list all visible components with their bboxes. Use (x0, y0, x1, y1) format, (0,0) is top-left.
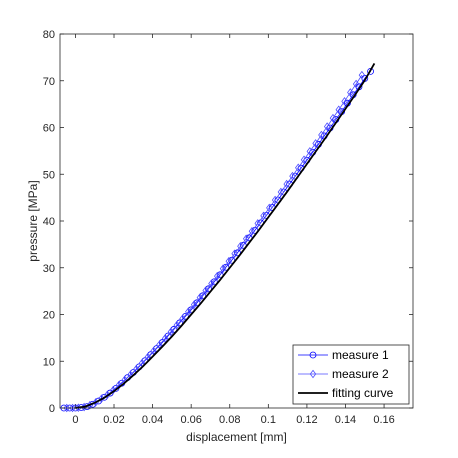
legend-label-measure-2: measure 2 (332, 367, 389, 381)
data-point-measure-2 (219, 264, 227, 273)
y-tick-label: 0 (49, 403, 55, 415)
series-fitting-curve (75, 63, 376, 409)
y-tick-label: 10 (43, 356, 55, 368)
data-point-measure-2 (289, 171, 296, 181)
y-tick-label: 80 (43, 29, 55, 41)
data-point-measure-1 (199, 292, 207, 300)
legend-label-fitting-curve: fitting curve (332, 386, 394, 400)
data-point-measure-2 (196, 293, 204, 302)
data-point-measure-1 (205, 285, 212, 293)
data-point-measure-2 (225, 256, 232, 266)
legend-marker-measure-1 (309, 351, 317, 359)
data-point-measure-1 (95, 397, 102, 405)
data-point-measure-2 (190, 300, 198, 309)
data-point-measure-2 (266, 203, 273, 213)
legend-label-measure-1: measure 1 (332, 348, 389, 362)
data-point-measure-2 (161, 334, 169, 343)
data-point-measure-2 (208, 279, 215, 288)
data-point-measure-2 (214, 271, 221, 281)
data-point-measure-2 (115, 380, 123, 390)
data-point-measure-2 (202, 286, 209, 295)
data-point-measure-2 (300, 155, 308, 165)
y-axis-ticks: 0 10 20 30 40 50 60 70 80 (43, 29, 413, 415)
data-point-measure-2 (179, 314, 186, 323)
y-tick-label: 30 (43, 263, 55, 275)
data-point-measure-2 (173, 320, 180, 330)
x-tick-label: 0.08 (219, 414, 240, 426)
data-point-measure-1 (222, 263, 230, 271)
legend-marker-measure-2 (309, 369, 317, 379)
data-point-measure-1 (100, 393, 108, 401)
data-point-measure-2 (306, 147, 314, 156)
data-point-measure-2 (167, 327, 175, 337)
x-tick-label: 0.06 (180, 414, 201, 426)
x-tick-label: 0.02 (103, 414, 124, 426)
data-point-measure-2 (185, 307, 192, 316)
data-point-measure-2 (260, 211, 267, 221)
data-point-measure-2 (312, 139, 319, 148)
y-tick-label: 20 (43, 310, 55, 322)
data-point-measure-2 (69, 403, 76, 413)
data-point-measure-2 (283, 179, 290, 189)
x-tick-label: 0.14 (335, 414, 356, 426)
data-point-measure-2 (231, 249, 238, 258)
data-point-measure-2 (254, 219, 261, 228)
data-point-measure-2 (63, 403, 70, 413)
x-tick-label: 0.1 (261, 414, 276, 426)
data-point-measure-2 (277, 187, 285, 197)
data-point-measure-2 (248, 227, 256, 236)
y-axis-label: pressure [MPa] (26, 180, 40, 261)
data-point-measure-1 (170, 326, 178, 333)
series-line-fitting-curve (75, 63, 376, 409)
data-point-measure-2 (352, 79, 360, 89)
x-tick-label: 0.12 (296, 414, 317, 426)
data-point-measure-2 (109, 385, 117, 395)
y-tick-label: 50 (43, 169, 55, 181)
data-point-measure-1 (193, 299, 201, 307)
data-point-measure-1 (210, 278, 218, 286)
x-tick-label: 0.16 (373, 414, 394, 426)
data-point-measure-2 (237, 241, 244, 251)
data-point-measure-2 (242, 234, 250, 244)
data-point-measure-2 (271, 195, 279, 205)
data-point-measure-2 (341, 97, 348, 106)
data-point-measure-1 (164, 332, 172, 340)
data-point-measure-2 (358, 70, 366, 80)
data-point-measure-2 (323, 122, 331, 131)
data-point-measure-2 (335, 105, 342, 115)
y-tick-label: 70 (43, 76, 55, 88)
x-axis-label: displacement [mm] (186, 430, 287, 444)
plot-frame (59, 33, 414, 409)
x-tick-label: 0.04 (142, 414, 163, 426)
y-tick-label: 40 (43, 216, 55, 228)
x-axis-ticks: 0 0.02 0.04 0.06 0.08 0.1 0.12 0.14 0.16 (72, 34, 395, 426)
data-point-measure-2 (318, 130, 325, 140)
legend: measure 1 measure 2 fitting curve (292, 344, 410, 405)
data-point-measure-2 (295, 163, 302, 172)
series-layer (60, 63, 376, 413)
data-point-measure-1 (176, 319, 183, 327)
y-tick-label: 60 (43, 123, 55, 135)
x-tick-label: 0 (72, 414, 78, 426)
data-point-measure-2 (329, 113, 337, 123)
data-point-measure-2 (347, 88, 354, 97)
series-line-measure-2 (66, 74, 363, 409)
